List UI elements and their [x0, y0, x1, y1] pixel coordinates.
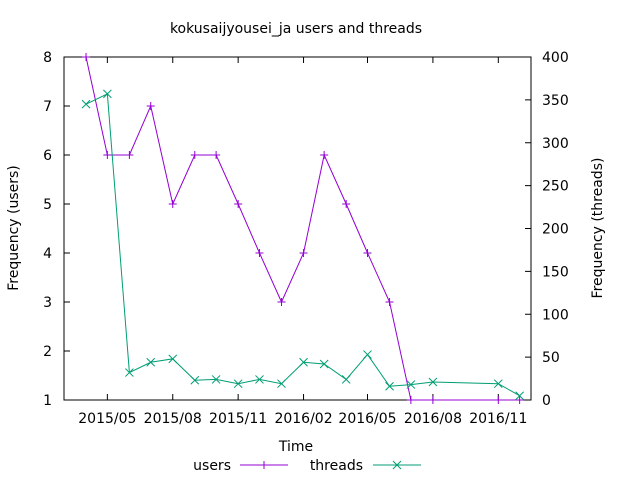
plot-border [63, 56, 532, 401]
x-tick-label: 2015/11 [209, 411, 267, 427]
y-tick-label: 7 [43, 99, 52, 115]
users-point [299, 249, 308, 257]
users-point [342, 200, 351, 208]
threads-point [146, 357, 156, 367]
y2-tick-label: 400 [542, 50, 569, 66]
x-tick-label: 2015/08 [144, 411, 202, 427]
series-group [81, 53, 524, 404]
users-point [406, 396, 415, 404]
y-tick-label: 5 [43, 197, 52, 213]
y-tick-label: 4 [43, 246, 52, 262]
threads-point [428, 377, 438, 387]
legend-label-threads: threads [310, 458, 363, 474]
legend-label-users: users [193, 458, 231, 474]
threads-point [406, 380, 416, 389]
users-point [125, 151, 134, 159]
x-axis-label: Time [278, 439, 313, 455]
y2-tick-label: 50 [542, 350, 560, 366]
y-axis-label: Frequency (users) [6, 165, 22, 291]
series-threads [81, 89, 524, 401]
x-tick-label: 2016/08 [404, 411, 462, 427]
y2-tick-label: 0 [542, 393, 551, 409]
y-tick-label: 1 [43, 393, 52, 409]
users-point [277, 298, 286, 306]
users-point [494, 396, 503, 404]
threads-point [493, 379, 503, 389]
y2-tick-label: 350 [542, 93, 569, 109]
threads-point [299, 357, 308, 367]
y2-tick-label: 100 [542, 307, 569, 323]
x-tick-label: 2016/11 [469, 411, 527, 427]
y-tick-label: 8 [43, 50, 52, 66]
y2-ticks: 0 50 100 150 200 250 300 350 400 [525, 50, 569, 409]
x-tick-label: 2016/02 [274, 411, 332, 427]
legend: users threads [193, 458, 421, 474]
threads-point [363, 350, 372, 359]
y-tick-label: 6 [43, 148, 52, 164]
y-tick-label: 2 [43, 344, 52, 360]
threads-point [255, 375, 264, 384]
threads-point [319, 359, 329, 369]
x-tick-label: 2016/05 [338, 411, 396, 427]
users-point [190, 151, 199, 159]
y2-axis-label: Frequency (threads) [590, 158, 606, 299]
users-point [146, 102, 155, 110]
users-point [428, 396, 437, 404]
y2-tick-label: 150 [542, 264, 569, 280]
plot-frame [63, 56, 532, 401]
users-point [515, 396, 524, 404]
y2-tick-label: 200 [542, 222, 569, 238]
users-point [255, 249, 264, 257]
y-ticks: 1 2 3 4 5 6 7 8 [43, 50, 70, 409]
legend-marker-threads [392, 460, 402, 470]
threads-point [190, 375, 200, 385]
threads-point [81, 99, 91, 109]
threads-point [125, 368, 134, 377]
users-point [385, 298, 394, 306]
users-point [212, 151, 221, 159]
y2-tick-label: 300 [542, 136, 569, 152]
y2-tick-label: 250 [542, 179, 569, 195]
threads-point [385, 381, 394, 391]
x-tick-label: 2015/05 [78, 411, 136, 427]
threads-point [233, 379, 243, 389]
threads-point [103, 89, 112, 99]
users-point [234, 200, 243, 208]
chart-title: kokusaijyousei_ja users and threads [170, 21, 422, 37]
threads-point [515, 391, 524, 401]
threads-point [168, 354, 178, 364]
users-point [103, 151, 112, 159]
series-users [82, 53, 524, 404]
y-tick-label: 3 [43, 295, 52, 311]
users-point [168, 200, 177, 208]
users-point [82, 53, 91, 61]
threads-line [85, 93, 520, 397]
threads-point [277, 379, 286, 389]
threads-point [341, 375, 351, 384]
users-point [363, 249, 372, 257]
legend-marker-users [260, 461, 268, 469]
threads-point [211, 375, 221, 384]
users-point [320, 151, 329, 159]
x-ticks: 2015/05 2015/08 2015/11 2016/02 2016/05 2016/… [78, 57, 527, 427]
